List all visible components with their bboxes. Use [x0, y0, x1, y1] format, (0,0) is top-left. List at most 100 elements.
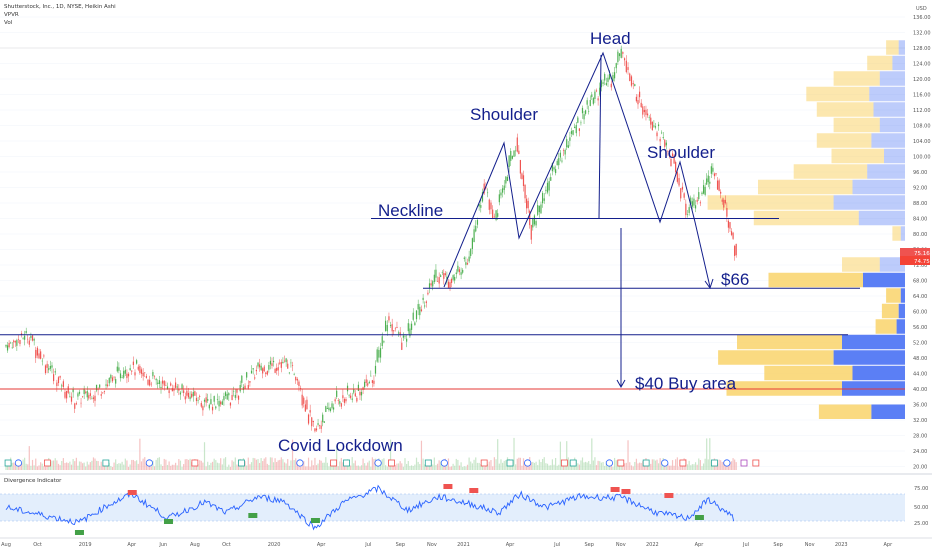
candle-body [360, 391, 363, 396]
volume-profile-up-bar [833, 71, 880, 86]
volume-bar [325, 457, 327, 470]
volume-bar [526, 463, 528, 470]
candle-body [145, 376, 147, 378]
volume-bar [612, 466, 614, 470]
candle-body [86, 391, 88, 398]
volume-bar [734, 459, 736, 470]
price-axis[interactable]: USD 136.00 132.00 128.00 124.00 120.00 116.00… [913, 6, 931, 471]
volume-bar [287, 459, 289, 470]
volume-bar [457, 459, 459, 470]
chart-legend: Shutterstock, Inc., 1D, NYSE, Heikin Ash… [4, 3, 116, 27]
volume-bar [137, 463, 139, 470]
candle-body [493, 216, 495, 218]
candle-body [724, 199, 726, 204]
candle-body [303, 397, 305, 404]
volume-profile-up-bar [768, 272, 863, 288]
candle-body [729, 222, 731, 229]
volume-bar [155, 459, 157, 470]
volume-bar [428, 465, 431, 470]
time-axis[interactable]: Aug Oct 2019 Apr Jun Aug Oct 2020 Apr Jul Sep Nov 20… [1, 542, 893, 548]
volume-bar [312, 465, 314, 470]
volume-bar [105, 463, 107, 470]
candle-body [389, 325, 392, 326]
volume-bar [132, 459, 134, 470]
candle-body [559, 152, 561, 158]
candle-body [435, 269, 437, 278]
candle-body [187, 392, 190, 398]
candle-body [295, 376, 297, 381]
candle-body [348, 394, 350, 396]
volume-profile-up-bar [793, 164, 868, 179]
volume-bar [656, 459, 658, 470]
volume-bar [215, 460, 217, 470]
candle-body [625, 60, 627, 73]
candle-body [694, 205, 697, 209]
volume-profile-down-bar [833, 350, 905, 365]
candle-body [337, 400, 339, 401]
candle-body [373, 380, 375, 384]
candle-body [713, 173, 716, 177]
volume-profile-up-bar [875, 319, 897, 334]
time-tick-label: Oct [222, 542, 231, 548]
price-tick-label: 100.00 [913, 155, 931, 161]
candle-body [561, 160, 563, 162]
volume-bar [476, 462, 479, 470]
candle-body [424, 305, 426, 307]
candle-body [623, 58, 626, 61]
candle-body [610, 83, 612, 88]
indicator-vol-label[interactable]: Vol [4, 20, 13, 26]
volume-bar [14, 463, 16, 470]
candle-body [140, 369, 143, 374]
candle-body [497, 213, 499, 217]
volume-bar [36, 466, 38, 470]
volume-bar [389, 439, 392, 470]
volume-bar [420, 440, 423, 470]
earnings-marker [388, 459, 395, 467]
candle-body [69, 396, 71, 398]
candle-body [94, 395, 96, 401]
candle-body [454, 276, 456, 281]
volume-bar [295, 458, 297, 470]
candle-body [632, 83, 634, 85]
price-tick-label: 20.00 [913, 465, 927, 471]
candle-body [200, 402, 202, 407]
candle-body [234, 394, 236, 398]
candle-body [381, 336, 383, 346]
candle-body [430, 283, 432, 286]
volume-bar [11, 462, 13, 470]
volume-bar [632, 466, 634, 470]
event-markers[interactable] [4, 459, 760, 467]
candle-body [599, 87, 601, 95]
candle-body [698, 192, 700, 200]
head-and-shoulders-pattern[interactable] [443, 51, 711, 288]
volume-bar [282, 459, 284, 470]
candle-body [648, 117, 650, 118]
candle-body [229, 402, 232, 406]
candle-body [354, 393, 356, 397]
candle-body [654, 126, 657, 128]
candle-body [67, 386, 69, 393]
candle-body [438, 277, 440, 284]
candle-body [422, 297, 424, 300]
volume-bar [145, 463, 147, 470]
volume-bar [147, 464, 149, 470]
volume-bar [588, 461, 590, 470]
indicator-vpvr-label[interactable]: VPVR [4, 12, 19, 18]
candle-body [285, 358, 287, 363]
price-tick-label: 128.00 [913, 46, 931, 52]
neckline-annotation: Neckline [378, 201, 443, 220]
candle-body [350, 395, 352, 398]
oscillator-line[interactable] [5, 484, 735, 531]
candle-body [224, 392, 227, 396]
candle-body [293, 374, 295, 375]
time-tick-label: 2020 [268, 542, 281, 548]
candle-body [10, 342, 12, 344]
volume-bar [165, 459, 167, 470]
volume-bar [150, 466, 152, 470]
volume-bar [20, 462, 23, 470]
volume-bar [92, 457, 95, 470]
volume-bar [142, 458, 144, 470]
candle-body [732, 232, 734, 239]
candle-body [667, 151, 669, 152]
